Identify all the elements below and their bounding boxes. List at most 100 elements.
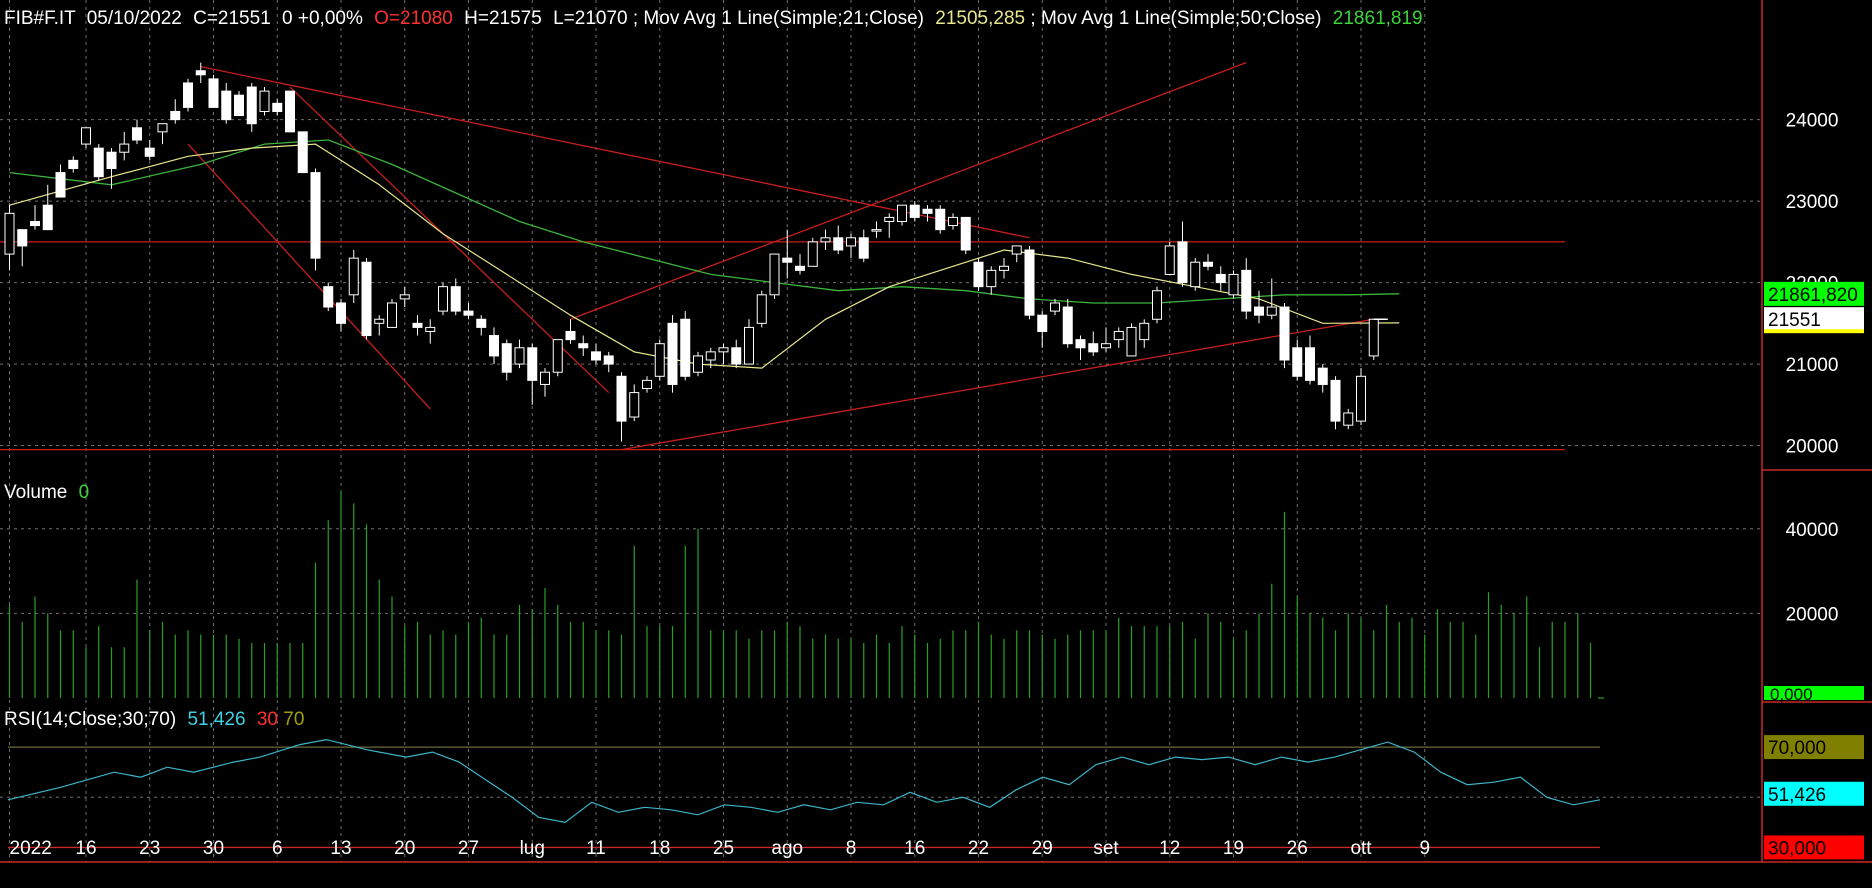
rsi-panel [7, 738, 1601, 849]
candle-up [1139, 322, 1150, 341]
candle-down [731, 347, 742, 365]
candle-up [1266, 306, 1277, 316]
candle-down [527, 347, 538, 381]
candle-down [795, 265, 805, 271]
header-high: H=21575 [464, 8, 542, 29]
x-axis-label: 6 [272, 838, 283, 859]
candle-up [1101, 343, 1111, 349]
candle-down [17, 229, 28, 247]
candle-down [1024, 249, 1035, 316]
x-axis-label: 22 [968, 838, 989, 859]
candle-down [323, 286, 334, 308]
candle-down [1075, 339, 1086, 349]
candle-down [1037, 314, 1048, 332]
candle-down [591, 351, 601, 361]
candle-down [1088, 343, 1099, 353]
candle-down [55, 172, 66, 198]
trendline [621, 318, 1374, 451]
axes: 200002100022000230002400021861,820215512… [0, 0, 1872, 863]
candle-up [986, 269, 997, 288]
x-axis-label: 20 [394, 838, 415, 859]
candle-down [297, 131, 308, 174]
x-axis-label: 19 [1223, 838, 1244, 859]
candle-down [93, 147, 104, 178]
volume-zero-label: 0,000 [1770, 685, 1813, 704]
price-axis-label: 21000 [1786, 355, 1839, 376]
candle-down [234, 94, 244, 117]
candle-up [807, 241, 818, 267]
header-ma21-value: 21505,285 [935, 8, 1025, 29]
candle-up [769, 253, 780, 296]
candle-down [935, 208, 946, 231]
candle-up [756, 294, 767, 324]
candle-up [4, 212, 15, 255]
candle-down [463, 310, 474, 316]
candle-up [374, 318, 385, 324]
candle-up [1011, 245, 1022, 255]
footer-credit: A service of NetTrader, 2022 [1625, 864, 1866, 885]
volume-header-label: Volume [4, 482, 67, 503]
volume-header-value: 0 [79, 482, 90, 503]
candle-down [1241, 269, 1252, 312]
candle-down [30, 220, 40, 227]
volume-axis-label: 40000 [1786, 520, 1839, 541]
x-axis-label: 27 [458, 838, 479, 859]
trendline [187, 143, 431, 410]
candle-up [705, 351, 716, 361]
candle-down [578, 343, 589, 349]
candle-up [1356, 375, 1366, 422]
candle-down [183, 82, 193, 108]
candle-down [170, 110, 181, 121]
x-axis-label: lug [520, 838, 545, 859]
header-date: 05/10/2022 [87, 8, 182, 29]
rsi-header-label: RSI(14;Close;30;70) [4, 709, 176, 730]
candle-down [922, 208, 933, 214]
candle-down [782, 257, 793, 263]
candle-down [476, 318, 487, 328]
candle-down [1330, 379, 1341, 422]
x-axis-label: 26 [1287, 838, 1308, 859]
x-axis-label: 11 [586, 838, 606, 859]
candle-up [693, 355, 703, 373]
rsi-header-low: 30 [257, 709, 278, 730]
candle-down [336, 302, 346, 324]
x-axis-label: 12 [1159, 838, 1180, 859]
candle-down [195, 70, 206, 76]
candle-down [960, 216, 971, 251]
rsi-70-badge [1764, 735, 1864, 760]
x-axis-label: 18 [649, 838, 670, 859]
x-axis-label: 16 [904, 838, 925, 859]
candle-up [897, 204, 907, 222]
volume-header: Volume 0 [4, 482, 89, 503]
x-axis-label: 13 [330, 838, 351, 859]
x-axis-label: 16 [75, 838, 96, 859]
candle-down [833, 237, 844, 251]
candle-down [272, 102, 283, 112]
x-axis-label: 2022 [10, 838, 52, 859]
candle-up [157, 123, 168, 133]
last-price-badge-underline [1764, 329, 1864, 334]
candle-down [361, 261, 372, 337]
ma50-badge [1764, 281, 1864, 306]
price-axis-label: 23000 [1786, 192, 1839, 213]
trendline [200, 66, 1030, 239]
candle-down [68, 159, 79, 170]
candle-up [552, 339, 563, 373]
price-axis-label: 24000 [1786, 111, 1839, 132]
candle-up [1343, 412, 1354, 426]
volume-axis-label: 20000 [1786, 604, 1839, 625]
candle-down [909, 204, 920, 218]
candle-down [1062, 306, 1073, 345]
candle-down [450, 286, 461, 312]
candle-up [425, 326, 436, 332]
candle-down [501, 343, 512, 373]
candle-up [744, 326, 754, 365]
rsi-header: RSI(14;Close;30;70) 51,426 30 70 [4, 709, 304, 730]
x-axis-label: 23 [139, 838, 160, 859]
volume-zero-badge [1764, 686, 1864, 700]
rsi-header-value: 51,426 [187, 709, 245, 730]
header-ma21-label: ; Mov Avg 1 Line(Simple;21;Close) [633, 8, 924, 29]
candle-up [871, 229, 882, 232]
rsi-70-badge-label: 70,000 [1768, 738, 1826, 759]
